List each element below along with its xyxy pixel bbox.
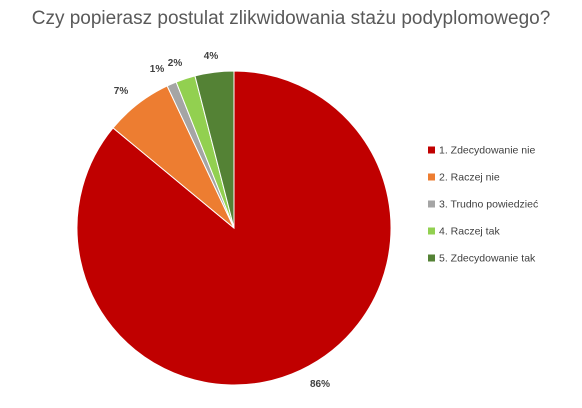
legend-label-3-trudno-powiedziec: 3. Trudno powiedzieć [439, 199, 538, 211]
data-label-3-trudno-powiedziec: 1% [150, 64, 165, 75]
legend-label-4-raczej-tak: 4. Raczej tak [439, 226, 500, 238]
legend: 1. Zdecydowanie nie 2. Raczej nie 3. Trudn… [428, 145, 538, 265]
legend-label-2-raczej-nie: 2. Raczej nie [439, 172, 500, 184]
legend-swatch-1-zdecydowanie-nie [428, 146, 435, 154]
legend-swatch-3-trudno-powiedziec [428, 200, 435, 208]
legend-label-5-zdecydowanie-tak: 5. Zdecydowanie tak [439, 253, 536, 265]
data-label-4-raczej-tak: 2% [168, 58, 183, 69]
legend-swatch-4-raczej-tak [428, 227, 435, 235]
chart-title: Czy popierasz postulat zlikwidowania sta… [31, 8, 551, 29]
pie-slice-5-zdecydowanie-tak [194, 70, 235, 229]
legend-swatch-2-raczej-nie [428, 173, 435, 181]
legend-item-3-trudno-powiedziec: 3. Trudno powiedzieć [428, 199, 538, 211]
data-label-2-raczej-nie: 7% [114, 86, 129, 97]
legend-label-1-zdecydowanie-nie: 1. Zdecydowanie nie [439, 145, 535, 157]
legend-swatch-5-zdecydowanie-tak [428, 254, 435, 262]
legend-item-4-raczej-tak: 4. Raczej tak [428, 226, 500, 238]
data-label-5-zdecydowanie-tak: 4% [204, 51, 219, 62]
legend-item-2-raczej-nie: 2. Raczej nie [428, 172, 500, 184]
pie-data-labels: 86% 7% 1%2% 4% [114, 51, 330, 390]
data-label-1-zdecydowanie-nie: 86% [310, 379, 330, 390]
legend-item-1-zdecydowanie-nie: 1. Zdecydowanie nie [428, 145, 535, 157]
legend-item-5-zdecydowanie-tak: 5. Zdecydowanie tak [428, 253, 536, 265]
pie-slices [76, 70, 392, 386]
